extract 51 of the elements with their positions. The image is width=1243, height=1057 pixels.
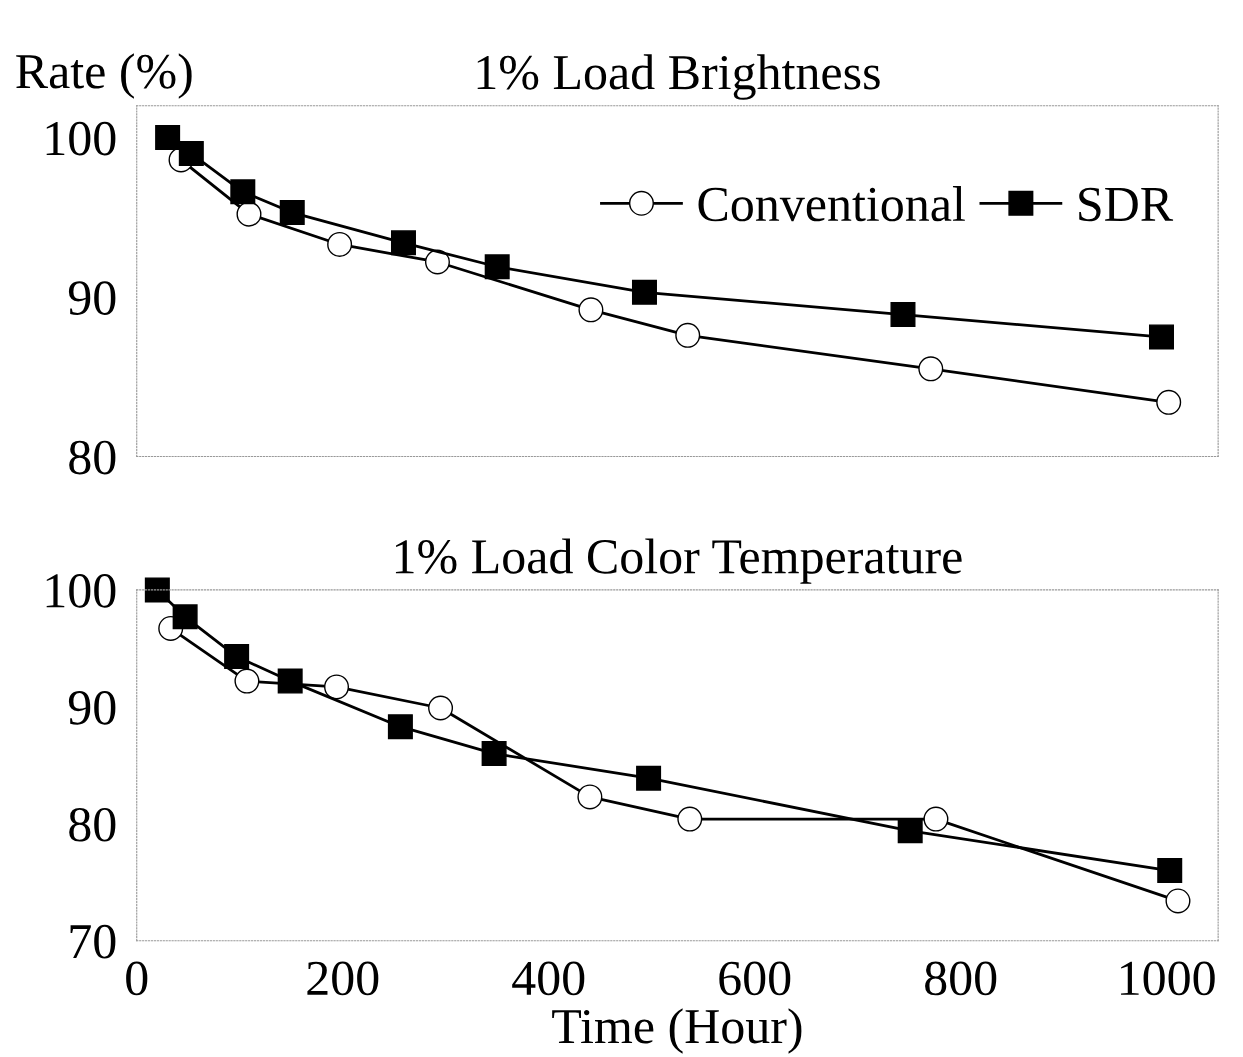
point <box>155 125 181 151</box>
point <box>918 356 944 382</box>
point <box>144 577 170 603</box>
x-tick-label: 200 <box>307 961 379 996</box>
point <box>631 279 657 305</box>
point <box>172 604 198 630</box>
point <box>1148 324 1174 350</box>
x-tick-label: 0 <box>126 961 148 996</box>
x-tick-label: 1000 <box>1121 961 1215 996</box>
y-tick-label: 80 <box>69 807 116 842</box>
point <box>675 322 701 348</box>
point <box>234 668 260 694</box>
y-tick-label: 80 <box>69 440 116 475</box>
point <box>390 230 416 256</box>
point <box>897 818 923 844</box>
point <box>279 200 305 226</box>
legend-label: SDR <box>1079 187 1174 222</box>
y-tick-label: 90 <box>68 690 116 725</box>
x-tick-label: 800 <box>925 961 997 996</box>
legend-label: Conventional <box>698 186 965 222</box>
y-tick-label: 90 <box>68 281 116 315</box>
point <box>324 674 350 700</box>
x-axis-title: Time (Hour) <box>552 1008 802 1054</box>
point <box>1157 858 1183 884</box>
point <box>481 741 507 767</box>
point <box>178 141 204 167</box>
point <box>923 806 949 832</box>
chart-title: 1% Load Brightness <box>477 54 880 100</box>
chart-title: 1% Load Color Temperature <box>395 538 962 584</box>
point <box>424 249 450 275</box>
x-tick-label: 400 <box>512 961 585 996</box>
y-tick-label: 70 <box>70 924 116 959</box>
x-tick-label: 600 <box>719 961 791 996</box>
point <box>577 784 603 810</box>
point <box>230 179 256 205</box>
y-tick-label: 100 <box>46 121 116 156</box>
y-axis-title: Rate (%) <box>16 53 192 99</box>
y-tick-label: 100 <box>46 573 116 608</box>
point <box>224 644 250 670</box>
point <box>1156 389 1182 415</box>
point <box>327 231 353 257</box>
point <box>428 695 454 721</box>
point <box>277 668 303 694</box>
point <box>578 297 604 323</box>
point <box>890 302 916 328</box>
point <box>484 254 510 280</box>
point <box>236 201 262 227</box>
point <box>1165 888 1191 914</box>
point <box>677 806 703 832</box>
point <box>387 714 413 740</box>
point <box>636 765 662 791</box>
